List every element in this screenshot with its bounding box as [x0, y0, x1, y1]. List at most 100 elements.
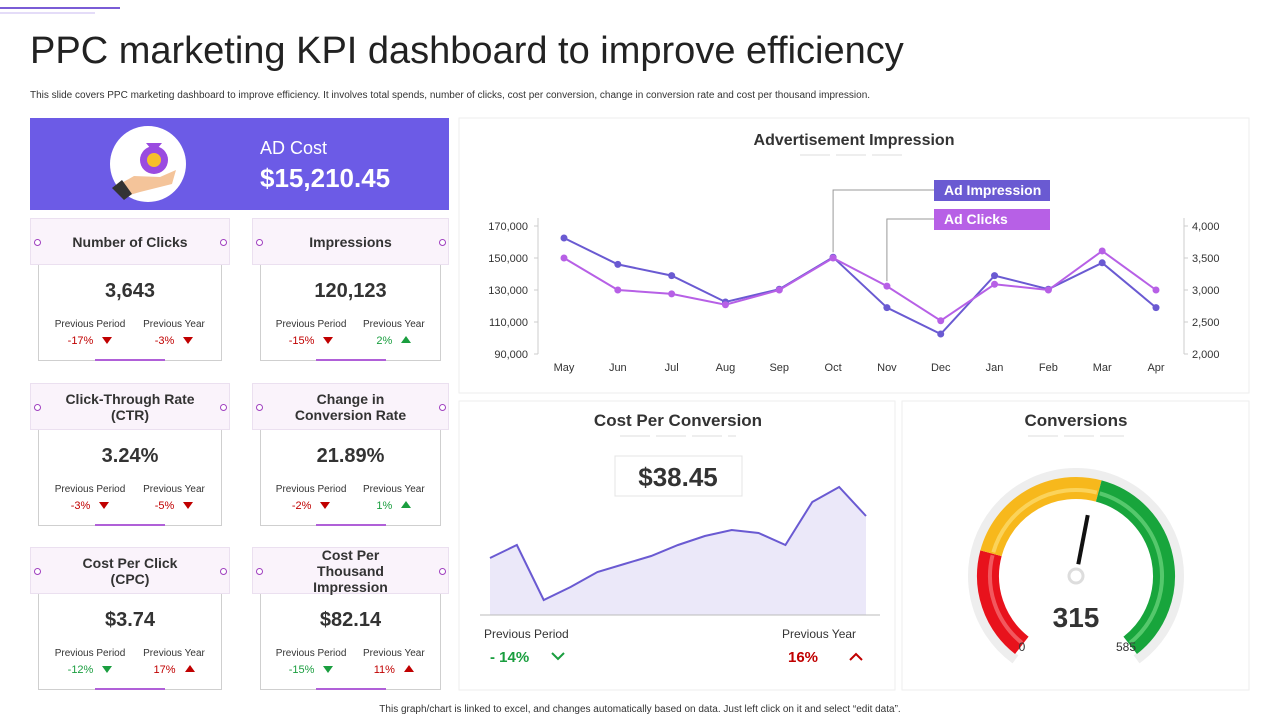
- hand-icon: [118, 170, 176, 196]
- point: [991, 272, 999, 280]
- change-label: Previous Year: [143, 484, 205, 495]
- coin-icon: [147, 153, 161, 167]
- point: [1098, 247, 1106, 255]
- point: [883, 304, 891, 312]
- legend-swatch: [934, 180, 1050, 201]
- point: [668, 290, 676, 298]
- point: [1044, 286, 1052, 294]
- card-dot: [439, 568, 446, 575]
- card-accent: [315, 688, 386, 690]
- x-tick-label: Jul: [665, 362, 679, 374]
- card-dot: [256, 239, 263, 246]
- change-row: -15%: [261, 664, 361, 676]
- panel: [458, 400, 896, 691]
- highlight-box: [614, 455, 743, 497]
- point: [937, 317, 945, 325]
- legend-label: Ad Impression: [944, 182, 1041, 198]
- ad-cost-label: AD Cost: [260, 138, 327, 158]
- change-row: 2%: [344, 335, 444, 347]
- chart-title: Cost Per Conversion: [594, 411, 762, 430]
- change-row: -15%: [261, 335, 361, 347]
- cuff-icon: [112, 180, 132, 200]
- point: [614, 286, 622, 294]
- gauge-ring: [968, 468, 1184, 664]
- y2-tick-label: 3,000: [1192, 285, 1220, 297]
- point: [937, 330, 945, 338]
- card-dot: [256, 404, 263, 411]
- card-accent: [315, 359, 386, 361]
- kpi-card: Impressions 120,123 Previous Period -15% Pre…: [252, 218, 449, 361]
- series-line: [563, 249, 1157, 322]
- ad-cost-value: $15,210.45: [260, 163, 390, 193]
- y2-tick-label: 2,500: [1192, 317, 1220, 329]
- change-label: Previous Year: [362, 319, 425, 330]
- point: [1152, 286, 1160, 294]
- y2-tick-label: 4,000: [1192, 221, 1220, 233]
- area-fill: [490, 487, 866, 615]
- point: [775, 286, 783, 294]
- change-arrow: [401, 501, 412, 508]
- kpi-card-title: Change in Conversion Rate: [252, 383, 449, 430]
- card-accent: [315, 524, 386, 526]
- kpi-card-title: Cost Per Click (CPC): [30, 547, 230, 594]
- kpi-card-title: Cost Per Thousand Impression: [252, 547, 449, 595]
- y-tick-label: 130,000: [488, 285, 528, 297]
- kpi-card-value: 3,643: [104, 280, 156, 302]
- change-value: -3%: [70, 500, 91, 512]
- change-value: -12%: [67, 664, 94, 676]
- change-label: Previous Period: [54, 319, 126, 330]
- card-accent: [95, 688, 165, 690]
- point: [721, 301, 729, 309]
- change-label: Previous Period: [275, 648, 347, 659]
- kpi-card: Cost Per Click (CPC) $3.74 Previous Period…: [30, 547, 230, 690]
- change-value: 17%: [153, 664, 176, 676]
- change-arrow: [323, 337, 334, 344]
- chart-title: Conversions: [1025, 411, 1128, 430]
- legend-connector: [886, 218, 934, 282]
- change-label: Previous Period: [275, 319, 347, 330]
- y2-tick-label: 2,000: [1192, 349, 1220, 361]
- x-tick-label: Mar: [1093, 362, 1112, 374]
- kpi-card-value: 120,123: [314, 280, 387, 302]
- card-dot: [439, 239, 446, 246]
- highlight-value: $38.45: [638, 462, 718, 492]
- change-arrow: [184, 665, 195, 672]
- kpi-card: Click-Through Rate (CTR) 3.24% Previous Pe…: [30, 383, 230, 526]
- chart-title: Advertisement Impression: [754, 132, 955, 149]
- card-accent: [95, 524, 165, 526]
- change-value: -3%: [154, 335, 175, 347]
- gauge-band-stripe: [1099, 491, 1164, 645]
- gauge-min: 0: [1019, 640, 1026, 654]
- page-subtitle: This slide covers PPC marketing dashboar…: [30, 90, 871, 101]
- card-dot: [34, 404, 41, 411]
- change-value: -15%: [288, 335, 315, 347]
- y-tick-label: 170,000: [488, 221, 528, 233]
- change-arrow: [183, 502, 194, 509]
- card-dot: [34, 568, 41, 575]
- change-row: -17%: [40, 335, 140, 347]
- gauge-band-stripe: [988, 554, 1024, 645]
- x-tick-label: Aug: [716, 362, 736, 374]
- change-value: -15%: [288, 664, 315, 676]
- change-label: Previous Period: [54, 648, 126, 659]
- y-tick-label: 90,000: [494, 349, 528, 361]
- change-row: -3%: [40, 500, 140, 512]
- ad-cost-banner: [30, 118, 449, 210]
- legend-label: Ad Clicks: [944, 211, 1008, 227]
- y2-tick-label: 3,500: [1192, 253, 1220, 265]
- kpi-card-value: 3.24%: [101, 445, 159, 467]
- series-line: [563, 237, 1157, 336]
- change-arrow: [183, 337, 194, 344]
- change-value: 1%: [376, 500, 393, 512]
- x-tick-label: Nov: [877, 362, 897, 374]
- change-arrow: [403, 665, 414, 672]
- change-value: 2%: [376, 335, 393, 347]
- point: [991, 280, 999, 288]
- kpi-card-value: $3.74: [104, 609, 156, 631]
- change-row: 1%: [344, 500, 444, 512]
- card-accent: [95, 359, 165, 361]
- x-tick-label: Jan: [986, 362, 1004, 374]
- card-dot: [220, 404, 227, 411]
